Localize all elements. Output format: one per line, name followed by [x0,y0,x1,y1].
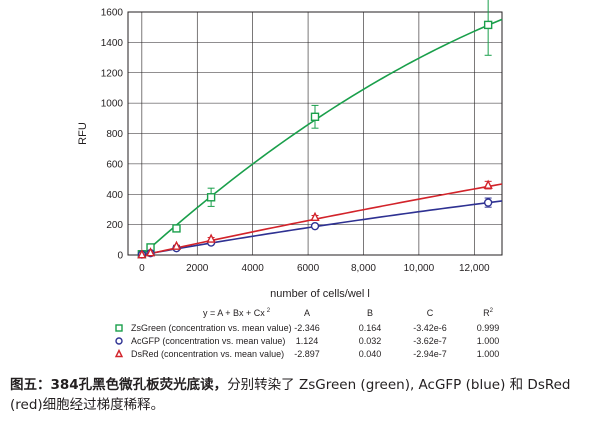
dsred-fit-value: -2.897 [294,349,320,359]
figure-caption: 图五：384孔黑色微孔板荧光底读，分别转染了 ZsGreen (green), … [10,375,600,415]
fit-table-header-text: A [304,308,310,318]
fit-table-header-text: C [427,308,434,318]
legend-fit-table: y = A + Bx + Cx 2 A B C R2 ZsGreen (concentr… [114,308,500,359]
zsgreen-legend-label: ZsGreen (concentration vs. mean value) [131,323,292,333]
acgfp-legend-label: AcGFP (concentration vs. mean value) [131,336,285,346]
dsred-legend-marker [114,348,124,358]
fit-table-header-exponent: 2 [490,308,494,314]
x-tick-label: 4000 [242,263,265,274]
y-tick-label: 600 [106,159,123,170]
acgfp-data-point [483,198,493,207]
dsred-fit-value: 1.000 [477,349,500,359]
fit-table-header-cell: A [304,308,310,318]
fit-table-rows: ZsGreen (concentration vs. mean value) -2… [114,323,500,359]
dsred-fit-curve [141,183,503,257]
zsgreen-data-point [172,224,181,233]
zsgreen-fit-curve [141,18,503,256]
zsgreen-data-point [483,20,493,30]
error-bars [147,0,492,255]
dsred-data-point [137,249,147,259]
zsgreen-legend-marker [115,324,123,332]
dsred-data-point [483,179,493,189]
dsred-fit-value: 0.040 [359,349,382,359]
fit-table-header: A B C R2 [304,308,494,318]
x-tick-label: 8,000 [351,263,376,274]
zsgreen-fit-value: 0.164 [359,323,382,333]
zsgreen-data-point [310,112,320,121]
y-tick-label: 1200 [101,68,124,79]
fit-table-header-cell: R2 [483,308,494,318]
zsgreen-data-point [206,193,216,202]
dsred-data-point [310,211,320,222]
fit-table-header-cell: C [427,308,434,318]
fit-curves [141,18,503,257]
y-axis: 0 200 400 600 800 1000 1200 1400 1600 [101,8,124,262]
dsred-legend-label: DsRed (concentration vs. mean value) [131,349,284,359]
data-points [137,20,493,259]
caption-text: 分别转染了 ZsGreen (green), AcGFP (blue) 和 Ds… [10,377,571,413]
plot-frame [127,11,503,256]
y-tick-label: 0 [117,251,123,262]
caption-lead: 图五：384孔黑色微孔板荧光底读， [10,377,228,393]
x-tick-label: 0 [139,263,145,274]
y-tick-label: 1400 [101,38,124,49]
zsgreen-fit-value: -2.346 [294,323,320,333]
acgfp-fit-curve [141,200,503,256]
x-tick-label: 12,000 [459,263,490,274]
acgfp-fit-value: 1.124 [296,336,319,346]
fit-table-header-text: R [483,308,490,318]
y-axis-title: RFU [77,122,89,145]
fit-table-header-text: B [367,308,373,318]
acgfp-fit-value: 0.032 [359,336,382,346]
y-tick-label: 800 [106,129,123,140]
zsgreen-fit-value: -3.42e-6 [413,323,447,333]
dsred-data-point [206,233,216,243]
fit-table-header-cell: B [367,308,373,318]
y-tick-label: 400 [106,190,123,201]
x-tick-label: 6000 [297,263,320,274]
zsgreen-fit-value: 0.999 [477,323,500,333]
fit-equation: y = A + Bx + Cx 2 [203,308,271,318]
acgfp-fit-value: -3.62e-7 [413,336,447,346]
dsred-data-point [171,240,182,250]
y-tick-label: 1000 [101,99,124,110]
x-axis: 0 2000 4000 6000 8,000 10,000 12,000 [139,263,490,274]
y-tick-label: 200 [106,220,123,231]
dsred-data-point [145,247,156,257]
acgfp-fit-value: 1.000 [477,336,500,346]
dsred-fit-value: -2.94e-7 [413,349,447,359]
acgfp-legend-marker [115,337,123,345]
x-tick-label: 2000 [186,263,209,274]
grid-lines [128,11,502,256]
chart: 0 200 400 600 800 1000 1200 1400 1600 0 2000 4000 6… [77,0,503,359]
y-tick-label: 1600 [101,8,124,19]
x-axis-title: number of cells/wel l [270,288,370,300]
x-tick-label: 10,000 [404,263,435,274]
acgfp-data-point [310,221,320,231]
